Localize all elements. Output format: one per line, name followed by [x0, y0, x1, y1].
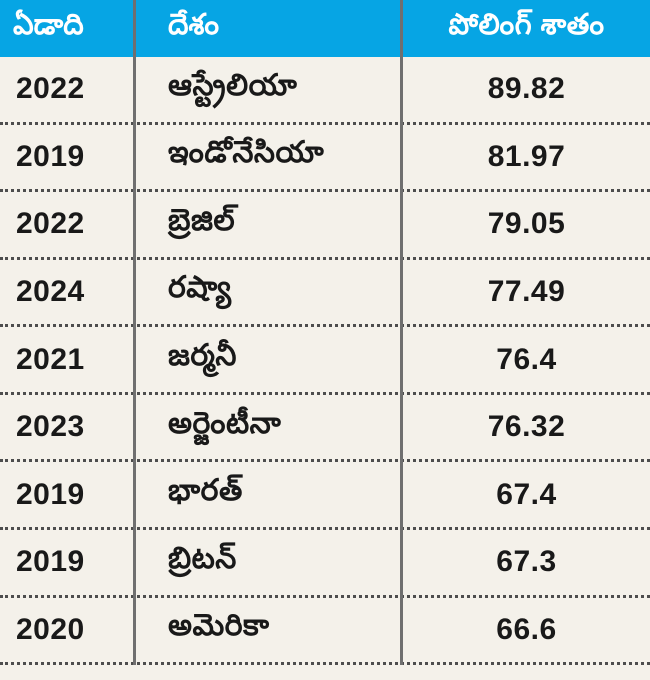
table-body: 2022 ఆస్ట్రేలియా 89.82 2019 ఇండోనేసియా 8…	[0, 57, 650, 666]
country-cell: ఇండోనేసియా	[168, 136, 325, 170]
percent-cell: 81.97	[487, 139, 566, 173]
header-country: దేశం	[168, 8, 220, 41]
country-cell: ఆస్ట్రేలియా	[168, 68, 298, 102]
table-row: 2019 ఇండోనేసియా 81.97	[0, 125, 650, 193]
country-cell: అర్జెంటీనా	[168, 406, 282, 440]
table-header-row: ఏడాది దేశం పోలింగ్ శాతం	[0, 0, 650, 57]
column-divider-2	[400, 0, 403, 665]
year-cell: 2020	[16, 612, 85, 646]
table-row: 2022 ఆస్ట్రేలియా 89.82	[0, 57, 650, 125]
header-polling-percent: పోలింగ్ శాతం	[448, 8, 605, 41]
percent-cell: 67.3	[496, 545, 557, 579]
table-row: 2021 జర్మనీ 76.4	[0, 327, 650, 395]
percent-cell: 77.49	[487, 274, 566, 308]
percent-cell: 67.4	[496, 477, 557, 511]
table-row: 2019 బ్రిటన్ 67.3	[0, 530, 650, 598]
table-row: 2022 బ్రెజిల్ 79.05	[0, 192, 650, 260]
table-row: 2024 రష్యా 77.49	[0, 260, 650, 328]
year-cell: 2023	[16, 410, 85, 444]
year-cell: 2019	[16, 139, 85, 173]
percent-cell: 76.32	[487, 410, 566, 444]
year-cell: 2021	[16, 342, 85, 376]
year-cell: 2019	[16, 545, 85, 579]
country-cell: రష్యా	[168, 271, 232, 305]
country-cell: జర్మనీ	[168, 339, 237, 373]
year-cell: 2022	[16, 72, 85, 106]
year-cell: 2024	[16, 274, 85, 308]
percent-cell: 79.05	[487, 207, 566, 241]
header-year: ఏడాది	[13, 8, 84, 41]
percent-cell: 76.4	[496, 342, 557, 376]
country-cell: బ్రెజిల్	[168, 203, 236, 237]
table-row: 2019 భారత్ 67.4	[0, 462, 650, 530]
country-cell: బ్రిటన్	[168, 541, 237, 575]
year-cell: 2022	[16, 207, 85, 241]
column-divider-1	[133, 0, 136, 665]
percent-cell: 66.6	[496, 612, 557, 646]
percent-cell: 89.82	[487, 72, 566, 106]
year-cell: 2019	[16, 477, 85, 511]
country-cell: అమెరికా	[168, 609, 270, 643]
country-cell: భారత్	[168, 474, 243, 508]
table-row: 2020 అమెరికా 66.6	[0, 598, 650, 666]
table-row: 2023 అర్జెంటీనా 76.32	[0, 395, 650, 463]
